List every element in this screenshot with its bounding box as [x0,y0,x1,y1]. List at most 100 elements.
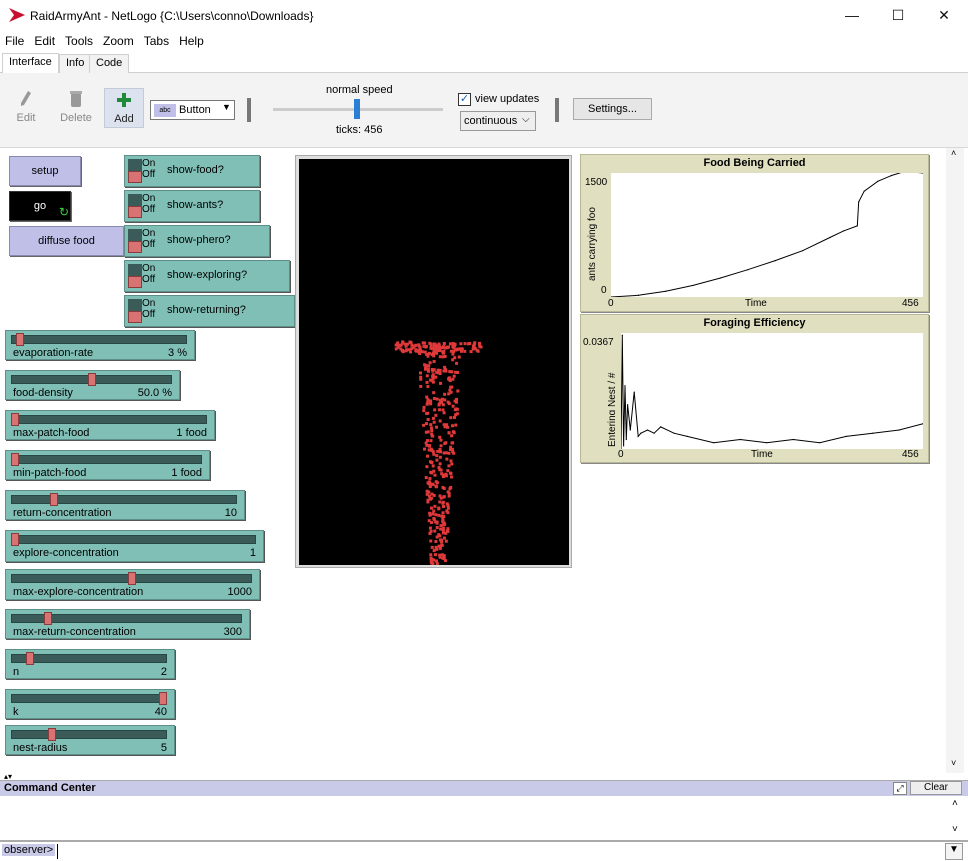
update-mode-dropdown[interactable]: continuous ⌵ [460,111,536,131]
ant-patch [425,380,429,384]
add-button[interactable]: Add [104,88,144,128]
observer-prompt[interactable]: observer> [2,844,56,856]
data-point [739,438,741,441]
ant-patch [453,356,457,360]
data-point [660,426,662,428]
slider-explore-concentration[interactable]: explore-concentration 1 [5,530,264,562]
ant-patch [438,398,442,402]
ant-patch [424,430,428,434]
tab-interface[interactable]: Interface [2,53,59,74]
ant-patch [426,454,430,458]
x-axis-label: Time [751,449,773,460]
x-axis-label: Time [745,298,767,309]
ant-patch [442,557,446,561]
slider-thumb[interactable] [159,692,167,705]
ant-patch [394,343,398,347]
switch-show-phero[interactable]: On Off show-phero? [124,225,270,257]
data-point [792,438,794,441]
switch-show-exploring[interactable]: On Off show-exploring? [124,260,290,292]
setup-button[interactable]: setup [9,156,81,186]
ant-patch [431,464,435,468]
command-input[interactable] [57,844,943,859]
ant-patch [431,482,435,486]
view-updates-checkbox[interactable]: ✓ [458,93,471,106]
ant-patch [444,441,448,445]
menu-file[interactable]: File [5,34,25,48]
minimize-button[interactable]: — [845,7,859,23]
ant-patch [427,494,431,498]
close-button[interactable]: ✕ [938,6,950,23]
slider-thumb[interactable] [25,652,34,665]
switch-show-food[interactable]: On Off show-food? [124,155,260,187]
ant-patch [440,553,444,557]
slider-return-concentration[interactable]: return-concentration 10 [5,490,245,520]
interface-scrollbar[interactable]: ˄ ˅ [946,148,964,773]
ant-patch [431,450,435,454]
diffuse-food-button[interactable]: diffuse food [9,226,124,256]
menu-edit[interactable]: Edit [34,34,56,48]
scroll-down-icon[interactable]: ˅ [952,824,958,835]
slider-evaporation-rate[interactable]: evaporation-rate 3 % [5,330,195,360]
ant-patch [455,407,459,411]
ant-patch [447,392,451,396]
ant-patch [422,344,426,348]
menu-tabs[interactable]: Tabs [143,34,170,48]
menu-help[interactable]: Help [179,34,204,48]
command-output[interactable]: ˄ ˅ [0,796,968,841]
ant-patch [459,349,463,353]
ant-patch [427,364,431,368]
slider-thumb[interactable] [11,453,19,466]
widget-type-dropdown[interactable]: abc Button ▼ [150,100,235,120]
slider-thumb[interactable] [87,373,96,386]
history-dropdown-icon[interactable]: ▼ [945,843,963,860]
scroll-down-icon[interactable]: ˅ [951,758,957,768]
ant-patch [434,559,438,563]
edit-button[interactable]: Edit [6,87,46,127]
go-button[interactable]: go ↻ [9,191,71,221]
slider-max-patch-food[interactable]: max-patch-food 1 food [5,410,215,440]
switch-show-returning[interactable]: On Off show-returning? [124,295,295,327]
ant-patch [437,544,441,548]
slider-thumb[interactable] [16,333,25,346]
ant-patch [422,405,426,409]
ant-patch [463,349,467,353]
scroll-up-icon[interactable]: ˄ [952,798,958,809]
ant-patch [430,432,434,436]
clear-button[interactable]: Clear [910,781,962,795]
menu-zoom[interactable]: Zoom [103,34,134,48]
slider-thumb[interactable] [50,493,59,506]
slider-food-density[interactable]: food-density 50.0 % [5,370,180,400]
slider-min-patch-food[interactable]: min-patch-food 1 food [5,450,210,480]
settings-button[interactable]: Settings... [573,98,652,120]
slider-max-explore-concentration[interactable]: max-explore-concentration 1000 [5,569,260,600]
world-view[interactable] [295,155,572,568]
tab-info[interactable]: Info [59,54,92,73]
slider-thumb[interactable] [11,413,19,426]
scroll-up-icon[interactable]: ˄ [951,148,957,158]
expand-icon[interactable]: ⤢ [893,782,907,795]
world-canvas[interactable] [299,159,569,566]
ant-patch [427,490,431,494]
split-arrows-icon[interactable]: ▴▾ [4,772,13,781]
slider-max-return-concentration[interactable]: max-return-concentration 300 [5,609,250,639]
delete-button[interactable]: Delete [56,87,96,127]
switch-show-ants[interactable]: On Off show-ants? [124,190,260,222]
switch-knob [128,206,142,218]
slider-nest-radius[interactable]: nest-radius 5 [5,725,175,755]
slider-thumb[interactable] [44,612,53,625]
ant-patch [429,506,433,510]
speed-slider-thumb[interactable] [354,99,360,119]
ant-patch [436,346,440,350]
menu-tools[interactable]: Tools [65,34,94,48]
y-max-label: 1500 [585,177,608,188]
maximize-button[interactable]: ☐ [891,6,905,23]
slider-k[interactable]: k 40 [5,689,175,719]
ant-patch [426,498,430,502]
tab-code[interactable]: Code [89,54,130,73]
slider-thumb[interactable] [127,572,136,585]
slider-thumb[interactable] [11,533,19,546]
ant-patch [399,347,403,351]
slider-thumb[interactable] [48,728,56,741]
ant-patch [408,340,412,344]
